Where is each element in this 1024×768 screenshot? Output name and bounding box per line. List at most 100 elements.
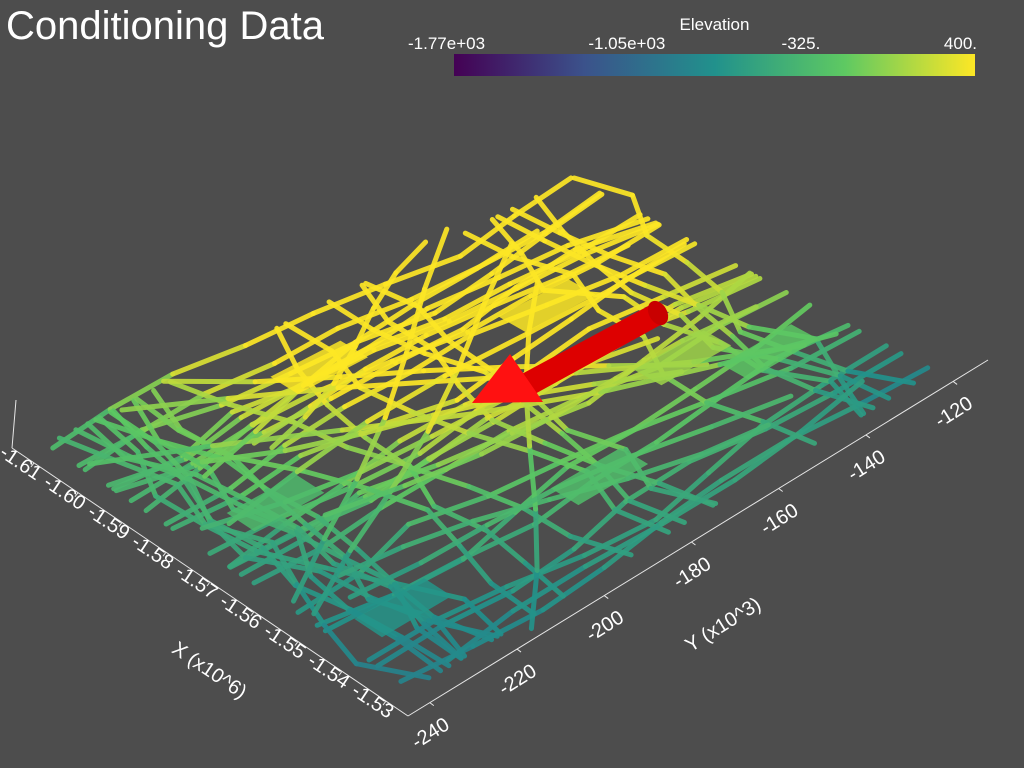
y-tick-mark xyxy=(429,702,435,707)
track-segment xyxy=(659,477,738,527)
track-segment xyxy=(347,488,394,554)
track-segment xyxy=(592,260,634,296)
y-tick-label: -120 xyxy=(931,392,977,432)
track-segment xyxy=(405,464,472,489)
track-segment xyxy=(495,214,548,244)
data-patch xyxy=(721,324,819,380)
track-segment xyxy=(762,389,838,432)
track-segment xyxy=(294,581,327,628)
track-segment xyxy=(324,402,368,440)
track-segment xyxy=(533,194,566,234)
track-segment xyxy=(514,252,587,291)
track-segment xyxy=(642,282,702,308)
track-segment xyxy=(759,367,834,384)
track-segment xyxy=(525,288,612,337)
track-segment xyxy=(798,378,865,435)
track-segment xyxy=(251,403,313,446)
x-tick-mark xyxy=(30,462,35,468)
x-tick-mark xyxy=(294,641,299,646)
track-segment xyxy=(363,332,429,372)
track-segment xyxy=(335,296,415,331)
track-segment xyxy=(491,274,566,309)
track-segment xyxy=(455,301,487,371)
track-segment xyxy=(559,430,601,468)
data-patch xyxy=(270,340,368,394)
track-segment xyxy=(425,366,461,434)
track-segment xyxy=(363,280,421,309)
track-segment xyxy=(210,427,345,449)
data-patches xyxy=(226,279,819,638)
track-segment xyxy=(421,364,516,374)
track-segment xyxy=(429,397,504,439)
y-tick-mark xyxy=(603,595,609,599)
track-segment xyxy=(311,548,353,617)
track-segment xyxy=(358,412,436,437)
track-segment xyxy=(202,521,275,545)
track-segment xyxy=(294,419,370,475)
track-segment xyxy=(56,435,121,465)
track-segment xyxy=(442,281,513,322)
track-segment xyxy=(828,378,864,418)
track-segment xyxy=(510,206,563,236)
track-segment xyxy=(201,522,259,554)
x-tick-label: -1.58 xyxy=(127,531,177,575)
track-segment xyxy=(486,459,563,499)
track-segment xyxy=(388,428,431,494)
track-segment xyxy=(151,388,184,432)
track-segment xyxy=(462,596,504,637)
x-tick-label: -1.59 xyxy=(83,501,133,545)
track-segment xyxy=(239,453,304,498)
track-segment xyxy=(283,321,335,354)
track-segment xyxy=(699,422,771,457)
track-segment xyxy=(489,217,524,256)
track-segment xyxy=(187,475,213,525)
track-segment xyxy=(625,451,705,481)
track-segment xyxy=(383,253,463,287)
track-segment xyxy=(398,634,452,669)
track-segment xyxy=(510,546,577,594)
track-segment xyxy=(406,493,492,527)
x-tick-label: -1.54 xyxy=(303,650,353,694)
colorbar-tick-label: 400. xyxy=(943,34,977,53)
track-segment xyxy=(631,386,698,433)
track-segment xyxy=(227,454,306,474)
track-segment xyxy=(653,397,718,445)
track-segment xyxy=(170,343,248,377)
x-tick-mark xyxy=(250,611,255,617)
track-segment xyxy=(679,304,759,344)
track-segment xyxy=(122,455,199,478)
y-tick-label: -160 xyxy=(757,499,803,539)
track-segment xyxy=(511,175,574,219)
track-segment xyxy=(719,289,743,335)
track-segment xyxy=(185,476,243,508)
track-segment xyxy=(408,331,475,375)
track-segment xyxy=(321,622,359,667)
track-segment xyxy=(510,316,574,362)
z-axis-line xyxy=(11,399,17,449)
track-segment xyxy=(395,636,443,674)
track-segment xyxy=(193,472,251,504)
track-segment xyxy=(319,504,385,551)
x-tick-label: -1.61 xyxy=(0,441,46,485)
track-segment xyxy=(466,484,527,512)
data-patch xyxy=(354,578,452,638)
page-title: Conditioning Data xyxy=(6,4,324,48)
track-segment xyxy=(400,518,476,550)
track-segment xyxy=(542,238,596,267)
y-tick-label: -180 xyxy=(670,553,716,593)
track-segment xyxy=(704,400,766,425)
track-segment xyxy=(522,560,566,599)
y-axis-ticks: -240 -220 -200 -180 -160 -140 -120 xyxy=(408,381,977,753)
track-segment xyxy=(85,421,128,461)
colorbar-tick-label: -325. xyxy=(781,34,821,53)
track-segment xyxy=(199,448,288,465)
track-segment xyxy=(366,486,431,513)
track-segment xyxy=(845,368,916,386)
track-segment xyxy=(606,252,668,277)
track-segment xyxy=(732,429,804,483)
track-segment xyxy=(612,507,671,535)
track-segment xyxy=(613,338,685,382)
track-segment xyxy=(295,525,336,566)
arrow-head xyxy=(472,354,543,403)
